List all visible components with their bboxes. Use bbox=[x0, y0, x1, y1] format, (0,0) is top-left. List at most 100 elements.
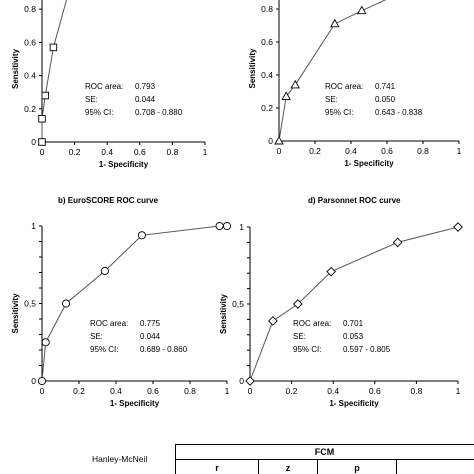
x-tick-label: 0.4 bbox=[345, 146, 357, 156]
chart-panel-c: 0 0.2 0.4 0.6 0.8 1 0 0.2 0.4 0.6 0.8 1- Specificit… bbox=[248, 0, 462, 168]
data-point-circle bbox=[137, 231, 146, 240]
data-point-diamond bbox=[453, 222, 463, 232]
data-point-diamond bbox=[245, 376, 255, 386]
data-point-circle bbox=[37, 376, 47, 386]
x-tick-label: 1 bbox=[456, 386, 461, 396]
stat-label: SE: bbox=[325, 95, 338, 104]
table-row-label: Hanley-McNeil bbox=[92, 454, 148, 464]
stat-value: 0.597 - 0.805 bbox=[343, 345, 391, 354]
data-point-triangle bbox=[330, 18, 340, 28]
x-axis-title: 1- Specificity bbox=[344, 159, 394, 168]
x-tick-label: 0.4 bbox=[327, 386, 339, 396]
y-axis-title: Sensitivity bbox=[11, 293, 20, 334]
stat-value: 0.689 - 0.860 bbox=[140, 345, 188, 354]
stat-value: 0.708 - 0.880 bbox=[135, 108, 183, 117]
data-point-circle bbox=[222, 221, 232, 231]
y-tick-label: 0.2 bbox=[261, 103, 273, 113]
data-point-square bbox=[38, 138, 46, 146]
x-tick-label: 0 bbox=[40, 386, 45, 396]
table-rule-col3 bbox=[396, 459, 397, 474]
y-tick-label: 0.8 bbox=[261, 4, 273, 14]
data-point-circle bbox=[41, 338, 50, 347]
table-group-header: FCM bbox=[314, 447, 335, 457]
x-tick-label: 1 bbox=[457, 146, 462, 156]
stat-value: 0.793 bbox=[135, 82, 156, 91]
x-tick-label: 0.8 bbox=[410, 386, 422, 396]
stat-label: 95% CI: bbox=[325, 108, 353, 117]
chart-panel-a: 0 0.2 0.4 0.6 0.8 1 0 0.2 0.4 0.6 0.8 1- Specificit… bbox=[11, 0, 208, 169]
table-rule-left bbox=[175, 444, 176, 474]
x-tick-label: 0.2 bbox=[73, 386, 85, 396]
data-point-square bbox=[41, 91, 50, 100]
table-rule-mid bbox=[175, 459, 474, 460]
chart-panel-b: 0 0.2 0.4 0.6 0.8 1 0 0,5 1 1- Specificity Sensiti… bbox=[11, 221, 232, 408]
table-col-z: z bbox=[285, 463, 291, 473]
stat-value: 0.643 - 0.838 bbox=[375, 108, 423, 117]
x-tick-label: 0.4 bbox=[110, 386, 122, 396]
data-point-square bbox=[38, 115, 46, 123]
y-tick-label: 0 bbox=[268, 136, 273, 146]
stat-label: 95% CI: bbox=[90, 345, 118, 354]
x-axis-title: 1- Specificity bbox=[329, 399, 379, 408]
stat-label: 95% CI: bbox=[293, 345, 321, 354]
stat-value: 0.701 bbox=[343, 319, 364, 328]
roc-figure: 0 0.2 0.4 0.6 0.8 100.20.40.60.81- Specificit… bbox=[11, 0, 463, 408]
data-point-triangle bbox=[357, 5, 367, 15]
data-point-triangle bbox=[274, 135, 284, 145]
data-point-diamond bbox=[268, 316, 278, 326]
roc-curve-line bbox=[278, 0, 387, 142]
y-tick-label: 0 bbox=[31, 376, 36, 386]
x-tick-label: 0.8 bbox=[417, 146, 429, 156]
x-tick-label: 0 bbox=[40, 147, 45, 157]
data-point-triangle bbox=[290, 79, 300, 89]
data-point-circle bbox=[100, 266, 109, 276]
y-tick-label: 0,5 bbox=[24, 299, 36, 309]
y-tick-label: 0.4 bbox=[261, 70, 273, 80]
table-col-p: p bbox=[354, 463, 360, 473]
table-rule-col2 bbox=[317, 459, 318, 474]
data-point-diamond bbox=[293, 299, 303, 309]
stat-label: ROC area: bbox=[293, 319, 331, 328]
table-col-r: r bbox=[215, 463, 219, 473]
y-tick-label: 0.8 bbox=[24, 4, 36, 14]
x-tick-label: 1 bbox=[225, 386, 230, 396]
x-tick-label: 0 bbox=[248, 386, 253, 396]
y-tick-label: 1 bbox=[31, 221, 36, 231]
stat-label: SE: bbox=[293, 332, 306, 341]
data-point-square bbox=[49, 43, 58, 52]
stat-value: 0.053 bbox=[343, 332, 364, 341]
y-tick-label: 0.6 bbox=[261, 37, 273, 47]
table-rule-col1 bbox=[258, 459, 259, 474]
y-tick-label: 0.2 bbox=[24, 104, 36, 114]
y-axis-title: Sensitivity bbox=[11, 48, 20, 89]
y-tick-label: 0.4 bbox=[24, 71, 36, 81]
y-tick-label: 0.6 bbox=[24, 37, 36, 47]
roc-curve-line bbox=[249, 226, 459, 382]
x-tick-label: 0.6 bbox=[381, 146, 393, 156]
y-tick-label: 1 bbox=[239, 222, 244, 232]
stat-label: 95% CI: bbox=[85, 108, 113, 117]
roc-curve-line bbox=[41, 0, 68, 142]
x-tick-label: 0.6 bbox=[134, 147, 146, 157]
x-tick-label: 0.2 bbox=[286, 386, 298, 396]
y-tick-label: 0 bbox=[239, 376, 244, 386]
y-tick-label: 0,5 bbox=[232, 299, 244, 309]
data-point-triangle bbox=[281, 91, 291, 100]
chart-panel-d: 0 0.2 0.4 0.6 0.8 100,511- SpecificitySensiti… bbox=[219, 222, 463, 408]
x-tick-label: 0.8 bbox=[166, 147, 178, 157]
panel-d-caption: d) Parsonnet ROC curve bbox=[308, 196, 401, 205]
hanley-mcneil-table: Hanley-McNeil FCM r z p bbox=[0, 440, 474, 474]
data-point-diamond bbox=[326, 266, 336, 277]
x-tick-label: 0.6 bbox=[147, 386, 159, 396]
x-tick-label: 0 bbox=[277, 146, 282, 156]
stat-value: 0.044 bbox=[135, 95, 156, 104]
x-tick-label: 0.8 bbox=[184, 386, 196, 396]
stat-value: 0.775 bbox=[140, 319, 161, 328]
stat-label: ROC area: bbox=[85, 82, 123, 91]
panel-b-caption: b) EuroSCORE ROC curve bbox=[58, 196, 159, 205]
x-tick-label: 0.4 bbox=[101, 147, 113, 157]
stat-value: 0.044 bbox=[140, 332, 161, 341]
stat-label: ROC area: bbox=[325, 82, 363, 91]
stat-value: 0.050 bbox=[375, 95, 396, 104]
x-axis-title: 1- Specificity bbox=[110, 399, 160, 408]
